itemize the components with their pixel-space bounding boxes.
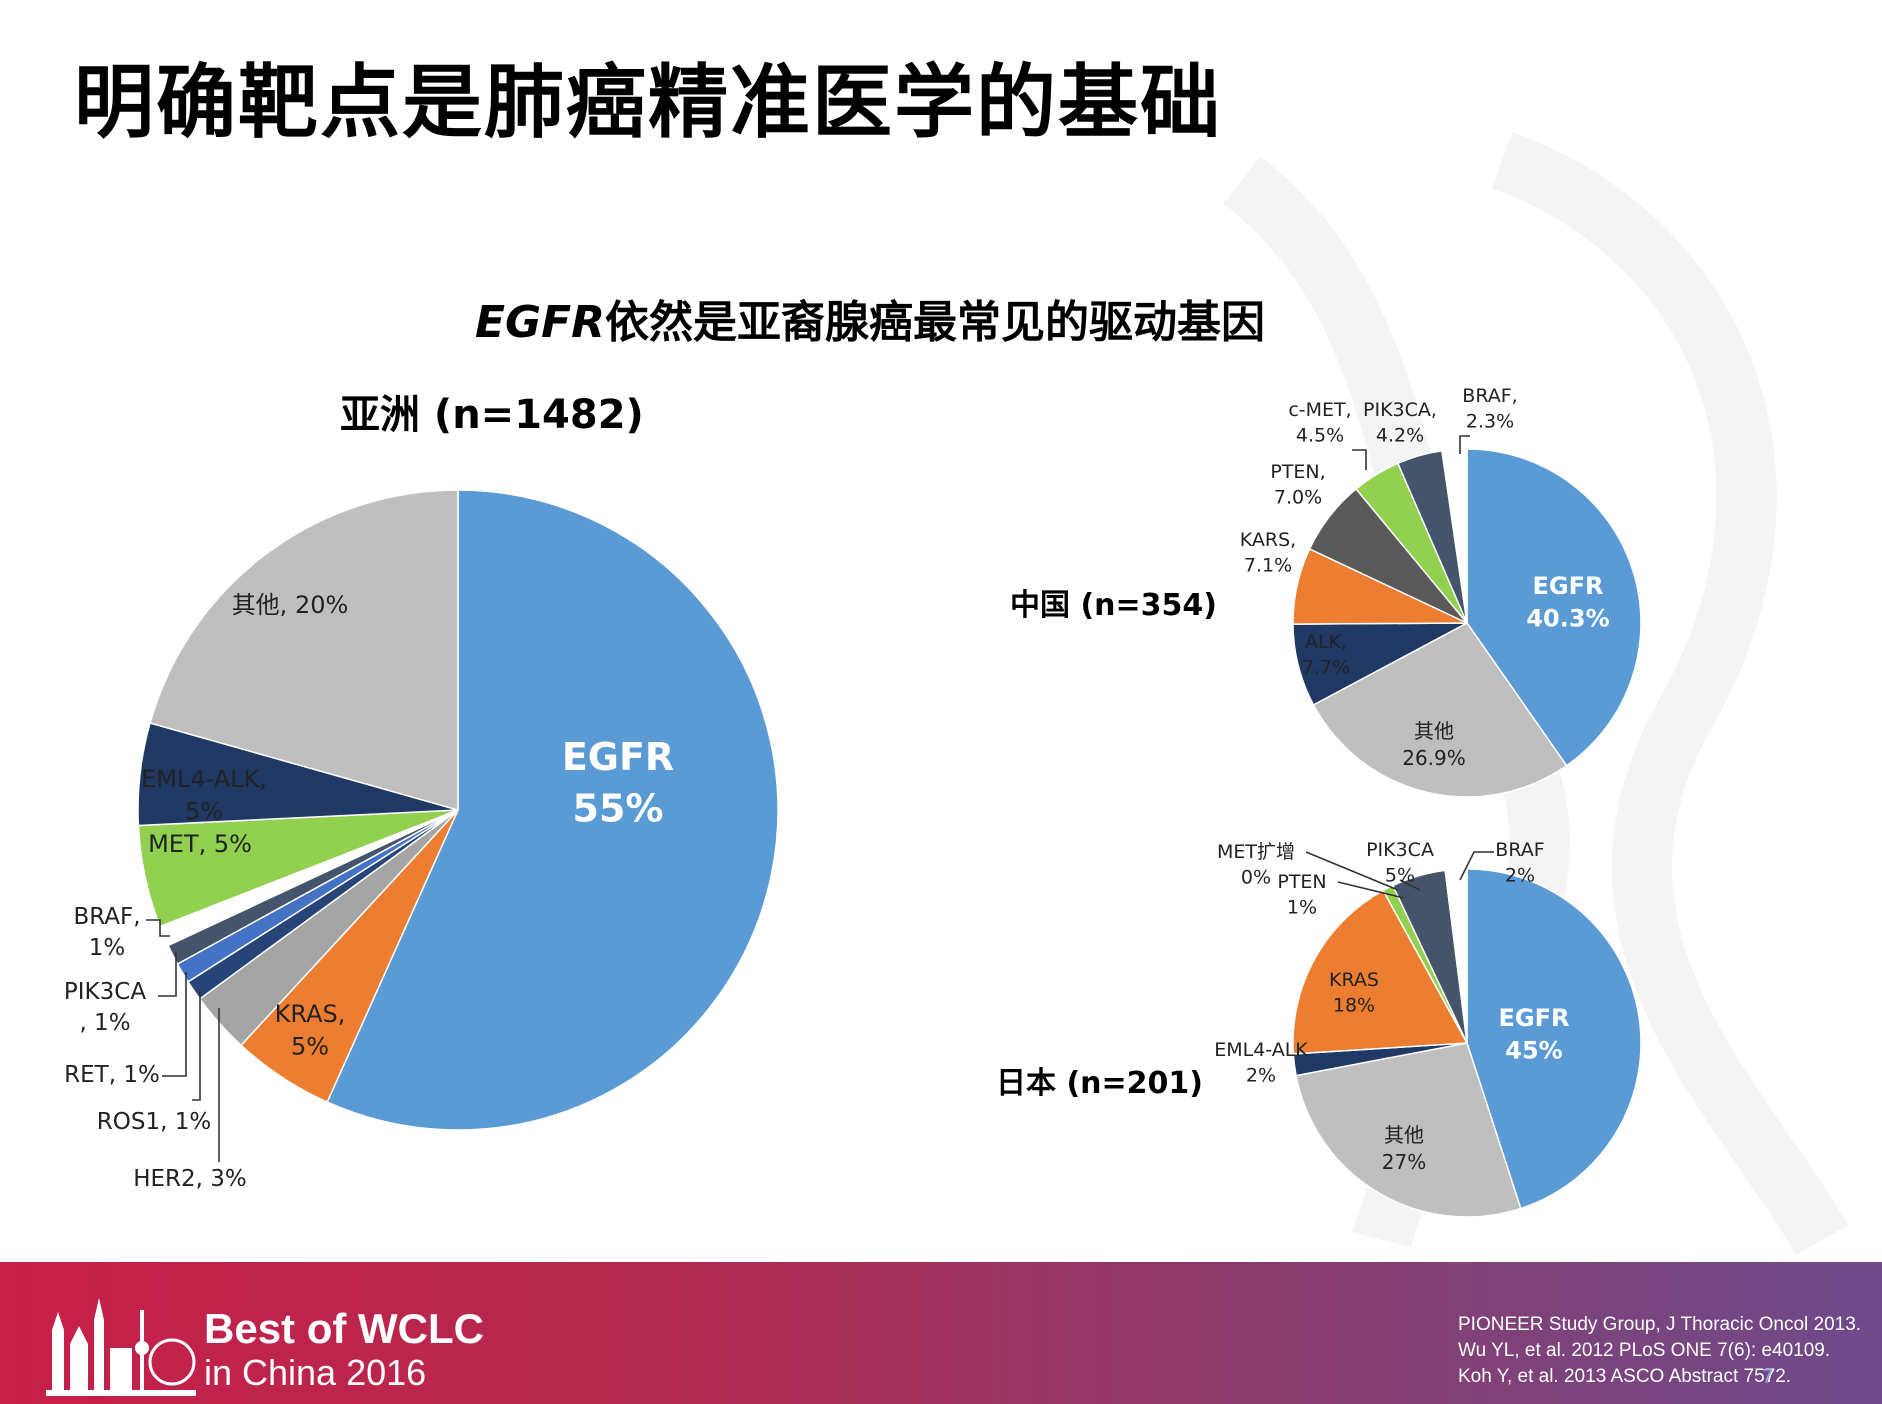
page-number: 7 — [1762, 1366, 1774, 1388]
references: PIONEER Study Group, J Thoracic Oncol 20… — [1458, 1312, 1861, 1390]
pie-slice-egfr — [326, 489, 779, 1131]
slice-label-egfr: EGFR — [1533, 572, 1604, 600]
pie-slice-- — [1312, 622, 1568, 798]
slice-value-c-met: 4.5% — [1296, 425, 1344, 447]
slice-label-pten: PTEN — [1277, 871, 1326, 893]
leader-line-ros1 — [192, 990, 201, 1101]
pie-chart-0: EGFR 55% KRAS, 5% HER2, 3% ROS1, 1% RET, 1% PIK… — [64, 489, 779, 1192]
slice-label-met: MET, 5% — [148, 830, 252, 858]
pie-slice-- — [1295, 1042, 1522, 1218]
wclc-logo-icon — [46, 1298, 196, 1396]
pie-slice-egfr — [1466, 448, 1642, 767]
slice-label-pik3ca: PIK3CA — [64, 979, 146, 1005]
leader-line-met- — [1305, 851, 1399, 891]
slice-label--: 其他, 20% — [232, 591, 349, 619]
slice-value-pten: 7.0% — [1274, 487, 1322, 509]
slice-value-alk: 7.7% — [1302, 657, 1350, 679]
slice-value-eml4-alk: 2% — [1246, 1065, 1276, 1087]
slice-label-braf: BRAF, — [73, 904, 140, 930]
slice-label-eml4-alk: EML4-ALK, — [141, 765, 267, 793]
china-chart-title: 中国 (n=354) — [1010, 588, 1217, 623]
slice-value-eml4-alk: 5% — [185, 797, 223, 825]
slice-label-pten: PTEN, — [1270, 461, 1325, 483]
pie-slice-braf — [1441, 448, 1468, 624]
brand-line-2: in China 2016 — [204, 1352, 427, 1393]
slice-value-pik3ca: 5% — [1385, 865, 1415, 887]
slice-value-braf: 2% — [1505, 865, 1535, 887]
reference-2: Wu YL, et al. 2012 PLoS ONE 7(6): e40109… — [1458, 1340, 1831, 1361]
slice-value-braf: 2.3% — [1466, 411, 1514, 433]
brand-logo-text: Best of WCLC in China 2016 — [204, 1306, 484, 1394]
leader-line-pik3ca — [158, 952, 177, 997]
slice-label-alk: ALK, — [1305, 631, 1347, 653]
japan-chart-title: 日本 (n=201) — [996, 1066, 1203, 1101]
slice-label-met-: MET扩增 — [1217, 841, 1295, 863]
leader-line-braf — [146, 919, 170, 937]
slice-value-kras: 18% — [1333, 995, 1375, 1017]
leader-line-pik3ca — [1399, 879, 1421, 891]
slice-value-pten: 1% — [1287, 897, 1317, 919]
slice-value-kars: 7.1% — [1244, 555, 1292, 577]
slice-label-pik3ca: PIK3CA, — [1363, 399, 1437, 421]
pie-slice-- — [149, 489, 459, 811]
pie-slice-kras — [1292, 889, 1469, 1055]
pie-slice-egfr — [1466, 868, 1642, 1210]
subtitle-gene: EGFR — [474, 297, 606, 348]
slice-value-braf: 1% — [89, 935, 126, 961]
slice-label-c-met: c-MET, — [1288, 399, 1351, 421]
leader-line-braf — [1459, 851, 1494, 881]
slice-value--: 27% — [1382, 1150, 1426, 1174]
slice-label-eml4-alk: EML4-ALK — [1214, 1039, 1308, 1061]
pie-chart-2: EGFR 45% 其他 27% EML4-ALK 2% KRAS 18% MET扩增 0% PTEN… — [1214, 839, 1642, 1218]
slice-label-egfr: EGFR — [562, 735, 674, 779]
leader-line-braf — [1459, 435, 1470, 454]
leader-line-pten — [1337, 881, 1405, 899]
slice-label-ret: RET, 1% — [64, 1062, 160, 1088]
slice-value-egfr: 40.3% — [1526, 604, 1609, 632]
slice-value-pik3ca: 4.2% — [1376, 425, 1424, 447]
pie-slice-braf — [1444, 868, 1468, 1044]
slice-value-kras: 5% — [291, 1032, 329, 1060]
slice-label-kras: KRAS — [1329, 969, 1379, 991]
pie-chart-1: EGFR 40.3% 其他 26.9% ALK, 7.7% KARS, 7.1% PTEN, 7.… — [1240, 385, 1642, 798]
slice-label-her2: HER2, 3% — [133, 1166, 247, 1192]
subtitle-text: 依然是亚裔腺癌最常见的驱动基因 — [605, 297, 1266, 348]
slice-label-ros1: ROS1, 1% — [97, 1109, 211, 1135]
asia-chart-title: 亚洲 (n=1482) — [340, 392, 644, 438]
slice-value-egfr: 45% — [1505, 1036, 1562, 1064]
slice-label--: 其他 — [1384, 1123, 1424, 1147]
leader-line-c-met — [1352, 449, 1367, 470]
reference-3: Koh Y, et al. 2013 ASCO Abstract 7572. — [1458, 1366, 1792, 1387]
slice-label-braf: BRAF, — [1462, 385, 1517, 407]
leader-line-ret — [162, 972, 187, 1077]
slice-label-egfr: EGFR — [1499, 1004, 1570, 1032]
slide-title: 明确靶点是肺癌精准医学的基础 — [74, 56, 1222, 149]
brand-line-1: Best of WCLC — [204, 1305, 484, 1352]
slice-label-braf: BRAF — [1495, 839, 1544, 861]
slice-value-pik3ca: , 1% — [79, 1010, 130, 1036]
slice-label--: 其他 — [1414, 719, 1454, 743]
slice-label-kars: KARS, — [1240, 529, 1296, 551]
slice-label-pik3ca: PIK3CA — [1366, 839, 1434, 861]
pie-charts: EGFR 55% KRAS, 5% HER2, 3% ROS1, 1% RET, 1% PIK… — [64, 385, 1642, 1218]
slice-label-kras: KRAS, — [275, 1000, 346, 1028]
slice-value-egfr: 55% — [573, 786, 664, 830]
slice-value-met-: 0% — [1241, 867, 1271, 889]
footer-banner — [0, 1262, 1882, 1404]
slice-value--: 26.9% — [1402, 746, 1466, 770]
slide-subtitle: EGFR依然是亚裔腺癌最常见的驱动基因 — [0, 286, 1740, 350]
reference-1: PIONEER Study Group, J Thoracic Oncol 20… — [1458, 1314, 1862, 1335]
